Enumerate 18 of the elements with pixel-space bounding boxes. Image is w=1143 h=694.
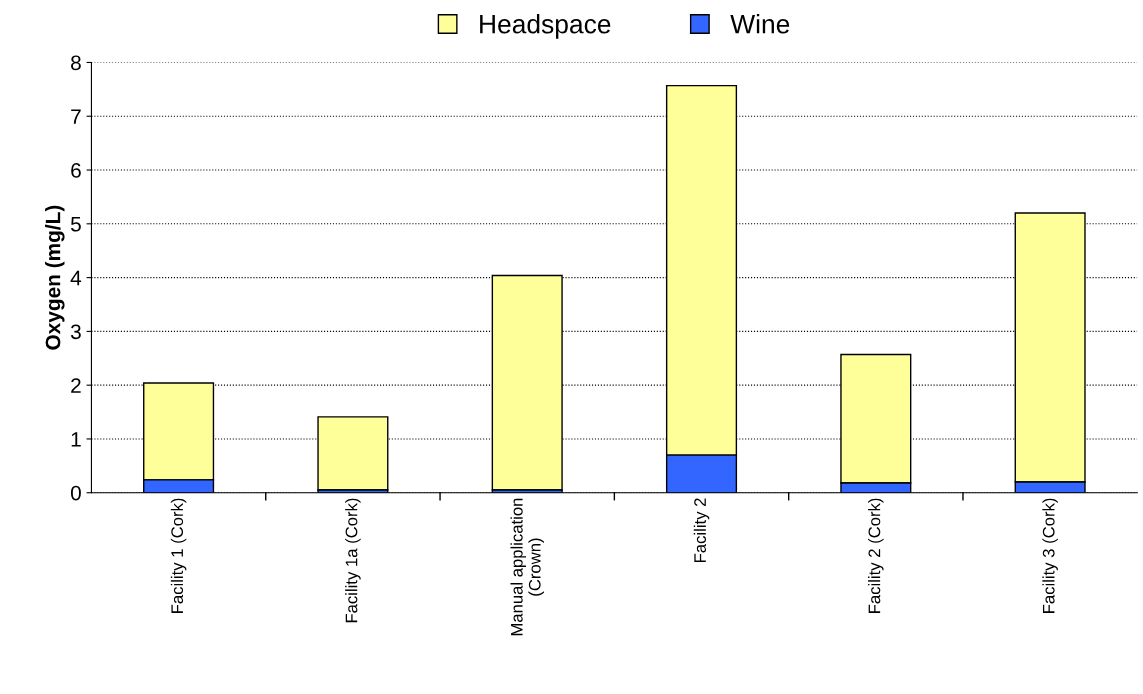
y-tick-label: 4 <box>70 270 82 286</box>
x-tick-label: Facility 3 (Cork) <box>1042 498 1058 613</box>
y-tick-label: 2 <box>71 378 81 393</box>
x-tick-label: Facility 2 <box>693 498 710 562</box>
legend-label: Wine <box>730 14 790 34</box>
y-tick-label: 7 <box>71 109 81 124</box>
y-axis-title: Oxygen (mg/L) <box>45 205 65 350</box>
x-tick-label: Manual application (Crown) <box>510 498 544 636</box>
y-tick-label: 5 <box>70 217 81 232</box>
x-tick-label: Facility 1 (Cork) <box>170 498 187 613</box>
y-tick-label: 0 <box>70 485 81 501</box>
x-tick-label: Facility 1a (Cork) <box>345 498 361 623</box>
legend-label: Headspace <box>480 14 611 39</box>
y-tick-label: 1 <box>71 432 81 447</box>
y-tick-label: 8 <box>71 55 81 71</box>
y-tick-label: 3 <box>70 324 81 340</box>
y-tick-label: 6 <box>71 163 81 178</box>
x-tick-label: Facility 2 (Cork) <box>868 498 884 613</box>
